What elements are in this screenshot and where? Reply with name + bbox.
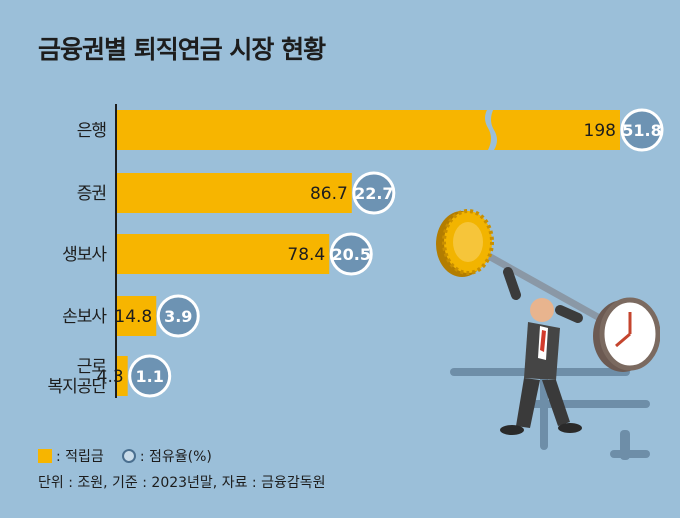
bar-3: [116, 296, 157, 336]
share-label-0: 51.8: [622, 121, 661, 140]
legend-circle-swatch: [121, 449, 136, 463]
legend: : 적립금 : 점유율(%): [38, 446, 212, 466]
legend-bar-swatch: [38, 449, 52, 463]
share-circle-4: [128, 354, 172, 398]
category-label-4: 근로 복지공단: [47, 357, 107, 397]
category-label-0: 은행: [77, 121, 106, 141]
bar-2: [116, 234, 330, 274]
category-label-1: 증권: [77, 184, 106, 204]
clock-icon: [593, 297, 660, 372]
businessman-lifting-barbell-illustration: [436, 209, 660, 460]
chart-title: 금융권별 퇴직연금 시장 현황: [38, 35, 326, 64]
value-label-1: 86.7: [310, 184, 348, 204]
bar-0: [116, 110, 620, 150]
value-label-0: 198: [584, 121, 616, 141]
bar-1: [116, 173, 352, 213]
man-icon: [500, 267, 583, 435]
legend-circle-label: : 점유율(%): [139, 449, 212, 465]
share-label-3: 3.9: [164, 307, 192, 326]
share-label-1: 22.7: [354, 184, 393, 203]
share-circle-2: [329, 232, 373, 276]
share-circle-1: [352, 171, 396, 215]
category-label-3: 손보사: [62, 307, 107, 327]
share-circle-3: [156, 294, 200, 338]
coin-icon: [436, 209, 494, 277]
share-circle-0: [620, 108, 664, 152]
value-label-4: 4.3: [97, 367, 124, 387]
legend-bar-label: : 적립금: [56, 449, 104, 465]
value-label-3: 14.8: [114, 307, 152, 327]
share-label-4: 1.1: [136, 367, 164, 386]
axis-break-mark: [485, 108, 497, 150]
source-note: 단위 : 조원, 기준 : 2023년말, 자료 : 금융감독원: [38, 475, 326, 491]
value-label-2: 78.4: [287, 245, 325, 265]
bar-4: [116, 356, 128, 396]
category-label-2: 생보사: [62, 245, 107, 265]
share-label-2: 20.5: [332, 245, 371, 264]
